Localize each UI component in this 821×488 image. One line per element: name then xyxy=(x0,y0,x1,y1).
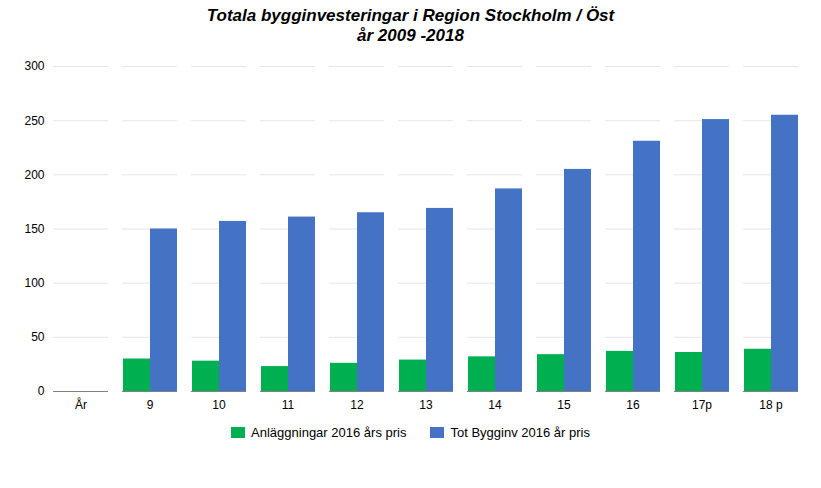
svg-text:50: 50 xyxy=(31,330,45,344)
svg-text:10: 10 xyxy=(212,398,226,412)
svg-text:13: 13 xyxy=(419,398,433,412)
html-text:Tot Bygginv 2016 år pris: Tot Bygginv 2016 år pris xyxy=(450,424,590,440)
svg-text:250: 250 xyxy=(24,113,44,127)
svg-text:12: 12 xyxy=(350,398,364,412)
svg-text:300: 300 xyxy=(24,59,44,73)
svg-text:100: 100 xyxy=(24,276,44,290)
svg-text:150: 150 xyxy=(24,222,44,236)
html-text:Totala bygginvesteringar i Reg: Totala bygginvesteringar i Region Stockh… xyxy=(206,6,615,46)
svg-text:15: 15 xyxy=(557,398,571,412)
svg-text:200: 200 xyxy=(24,167,44,181)
html-text:Anläggningar 2016 års pris: Anläggningar 2016 års pris xyxy=(251,424,407,440)
svg-text:14: 14 xyxy=(488,398,502,412)
svg-text:18 p: 18 p xyxy=(759,398,783,412)
svg-text:16: 16 xyxy=(626,398,640,412)
svg-text:11: 11 xyxy=(282,398,295,412)
svg-text:9: 9 xyxy=(147,398,154,412)
svg-text:0: 0 xyxy=(38,384,45,398)
svg-text:År: År xyxy=(75,397,87,412)
svg-text:17p: 17p xyxy=(692,398,712,412)
